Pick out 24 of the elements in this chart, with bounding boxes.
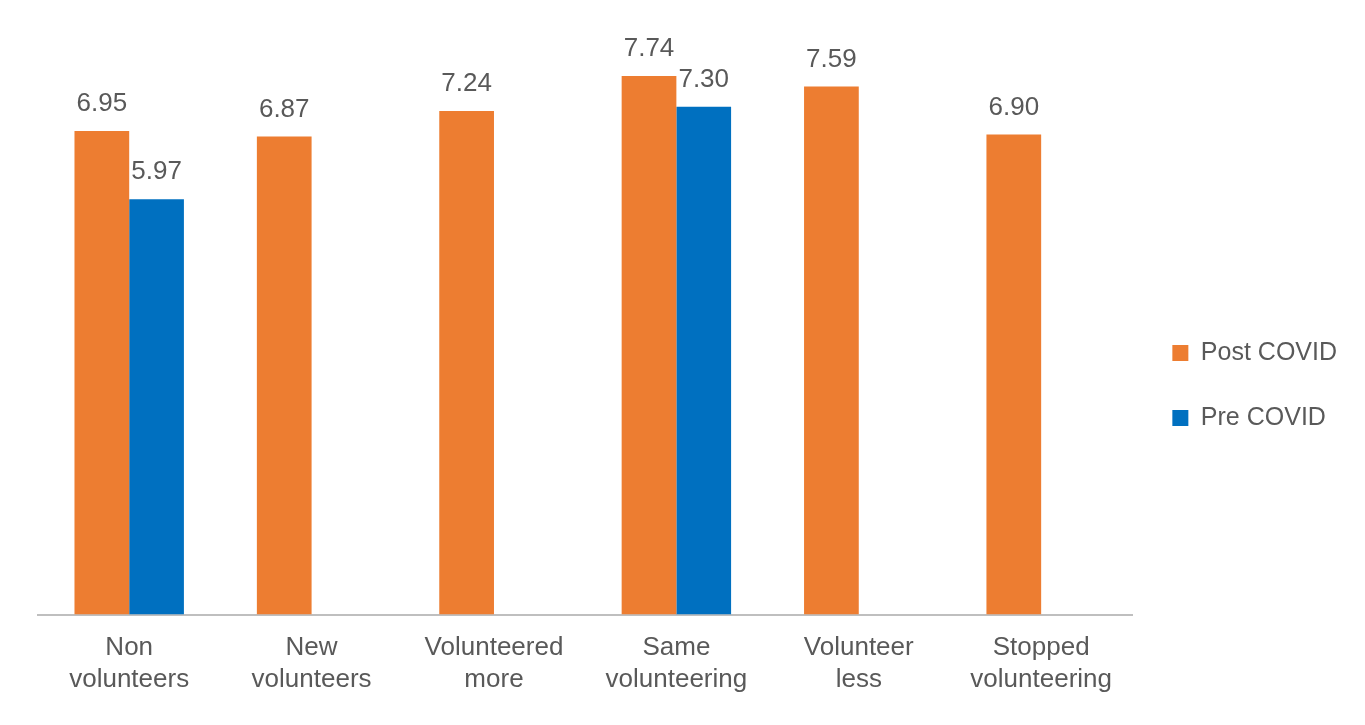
x-tick-label: Volunteered more	[424, 631, 564, 693]
x-tick-label: Stopped volunteering	[970, 631, 1112, 693]
bar	[621, 76, 677, 615]
bar	[804, 86, 859, 615]
legend-label: Pre COVID	[1200, 401, 1326, 430]
data-label: 6.90	[988, 90, 1040, 121]
legend-label: Post COVID	[1200, 336, 1338, 365]
data-label: 7.74	[623, 32, 675, 63]
data-label: 5.97	[131, 155, 182, 186]
bar	[74, 131, 130, 615]
x-tick-label: Non volunteers	[69, 631, 190, 693]
data-label: 7.30	[678, 62, 730, 93]
bar	[676, 106, 732, 615]
data-label: 6.87	[258, 92, 310, 123]
x-tick-label: Same volunteering	[605, 631, 748, 693]
x-tick-label: Volunteer less	[803, 631, 915, 693]
bar	[129, 199, 184, 615]
data-label: 6.95	[76, 87, 128, 118]
bar	[986, 134, 1042, 615]
bar	[256, 136, 312, 615]
x-tick-label: New volunteers	[251, 631, 372, 693]
data-label: 7.59	[806, 42, 857, 73]
bar	[439, 110, 494, 615]
data-label: 7.24	[441, 67, 492, 98]
